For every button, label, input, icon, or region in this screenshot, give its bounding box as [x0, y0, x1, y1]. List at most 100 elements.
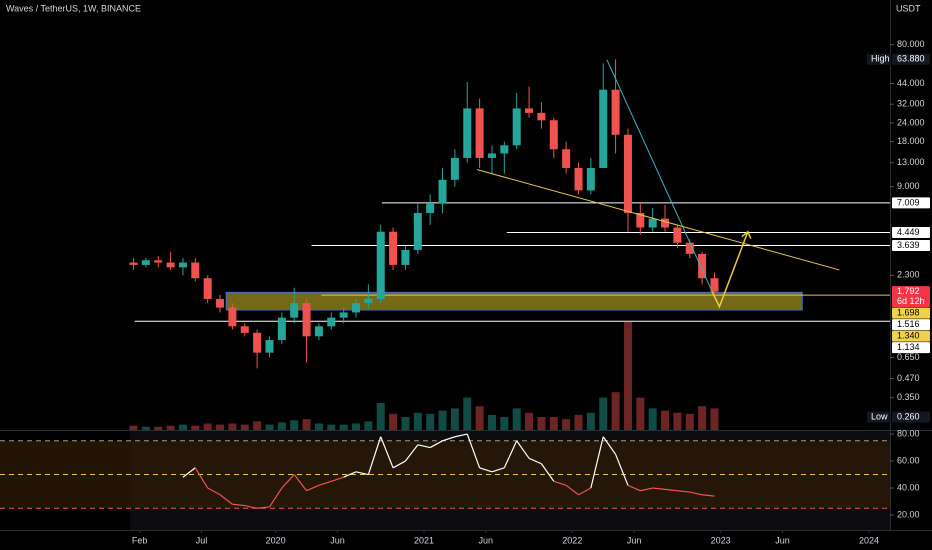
- price-tag: [867, 411, 891, 423]
- candle-body: [710, 278, 719, 292]
- oscillator-segment: [306, 484, 320, 492]
- volume-bar: [685, 413, 694, 430]
- price-badge: [892, 411, 930, 423]
- candle-body: [636, 213, 645, 228]
- x-tick-label: Jun: [479, 535, 494, 545]
- price-badge: [892, 53, 930, 65]
- candle-body: [216, 298, 225, 308]
- volume-bar: [698, 406, 707, 430]
- volume-bar: [450, 408, 459, 430]
- trendline: [606, 59, 713, 292]
- price-badge: [892, 197, 930, 209]
- price-badge-label: 0.260: [897, 411, 920, 421]
- volume-bar: [599, 397, 608, 430]
- candle-body: [154, 260, 163, 263]
- volume-bar: [154, 426, 163, 430]
- countdown: 6d 12h: [897, 296, 925, 306]
- candle-body: [376, 231, 385, 299]
- candle-body: [661, 218, 670, 228]
- candle-body: [611, 89, 620, 135]
- oscillator-segment: [503, 440, 518, 469]
- candle-body: [413, 213, 422, 250]
- oscillator-segment: [640, 487, 653, 492]
- candle-body: [314, 326, 323, 337]
- volume-bar: [586, 412, 595, 430]
- candle-body: [401, 249, 410, 265]
- volume-bar: [314, 423, 323, 430]
- candle-body: [525, 108, 534, 113]
- x-tick-label: 2020: [266, 535, 286, 545]
- volume-bar: [525, 412, 534, 430]
- volume-bar: [549, 417, 558, 430]
- price-badge: [892, 240, 930, 252]
- oscillator-segment: [689, 491, 703, 496]
- volume-bar: [141, 426, 150, 430]
- price-badge: [892, 319, 930, 331]
- price-tag-label: Low: [871, 411, 888, 421]
- candle-body: [685, 242, 694, 254]
- price-badge-label: 4.449: [897, 227, 920, 237]
- candle-body: [364, 298, 373, 304]
- volume-bar: [401, 417, 410, 430]
- oscillator-segment: [578, 487, 592, 496]
- y-tick-label: 0.350: [897, 392, 920, 402]
- candle-body: [438, 179, 447, 203]
- volume-bar: [352, 423, 360, 430]
- price-badge: [892, 307, 930, 319]
- oscillator-segment: [355, 471, 369, 476]
- price-tag: [867, 53, 891, 65]
- candle-body: [339, 312, 348, 318]
- y-tick-label: 24.000: [897, 117, 925, 127]
- candle-body: [228, 307, 237, 327]
- candle-body: [487, 153, 496, 158]
- oscillator-segment: [232, 503, 245, 507]
- volume-bar: [129, 425, 138, 430]
- osc-tick-label: 40.00: [897, 482, 920, 492]
- price-badge-label: 1.134: [897, 342, 920, 352]
- price-badge: [892, 330, 930, 342]
- candle-body: [129, 262, 138, 265]
- volume-bar: [203, 423, 212, 430]
- volume-bar: [537, 417, 546, 430]
- volume-bar: [673, 412, 682, 430]
- price-badge-label: 1.516: [897, 319, 920, 329]
- volume-bar: [265, 424, 274, 430]
- oscillator-segment: [429, 440, 443, 449]
- volume-bar: [216, 424, 225, 430]
- currency-label: USDT: [896, 3, 921, 13]
- y-tick-label: 2.300: [897, 270, 920, 280]
- volume-bar: [426, 413, 435, 430]
- oscillator-segment: [219, 494, 233, 505]
- osc-tick-label: 80.00: [897, 428, 920, 438]
- x-tick-label: Jul: [196, 535, 208, 545]
- oscillator-segment: [553, 480, 567, 486]
- y-tick-label: 9.000: [897, 181, 920, 191]
- volume-bar: [166, 425, 175, 430]
- x-tick-label: Feb: [132, 535, 148, 545]
- volume-bar: [438, 410, 447, 430]
- candle-body: [265, 340, 274, 353]
- price-tag-label: High: [871, 54, 890, 64]
- oscillator-segment: [268, 487, 283, 508]
- x-tick-label: Jun: [330, 535, 345, 545]
- oscillator-segment: [331, 476, 344, 482]
- volume-bar: [463, 397, 472, 430]
- candle-body: [302, 303, 311, 337]
- oscillator-segment: [652, 487, 666, 490]
- volume-bar: [710, 408, 719, 430]
- y-tick-label: 44.000: [897, 78, 925, 88]
- oscillator-segment: [602, 436, 617, 455]
- oscillator-segment: [540, 463, 555, 482]
- volume-bar: [413, 412, 422, 430]
- candle-body: [240, 326, 249, 333]
- oscillator-segment: [590, 436, 604, 489]
- y-tick-label: 80.000: [897, 39, 925, 49]
- candle-body: [352, 303, 360, 313]
- x-tick-label: 2022: [562, 535, 582, 545]
- oscillator-segment: [615, 454, 629, 486]
- y-tick-label: 0.650: [897, 352, 920, 362]
- oscillator-segment: [318, 480, 332, 486]
- candle-body: [178, 262, 187, 268]
- x-tick-label: 2021: [414, 535, 434, 545]
- oscillator-segment: [516, 440, 530, 459]
